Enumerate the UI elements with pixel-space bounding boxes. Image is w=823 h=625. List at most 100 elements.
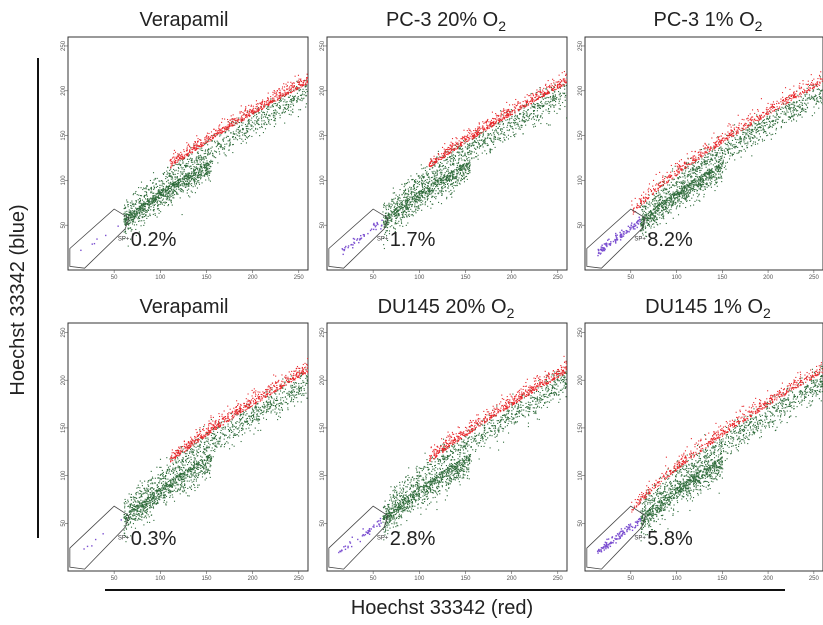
event-point-upper — [183, 156, 185, 158]
event-point-main — [456, 169, 458, 171]
panel-title: PC-3 1% O2 — [654, 9, 763, 34]
event-point-upper — [216, 134, 218, 136]
event-point-main — [160, 180, 163, 182]
event-point-main — [160, 202, 162, 204]
event-point-upper — [447, 152, 449, 154]
event-point-main — [526, 112, 528, 114]
event-point-main — [511, 115, 513, 118]
event-point-main — [697, 176, 699, 178]
event-point-main — [192, 177, 194, 180]
event-point-main — [447, 157, 449, 159]
event-point-main — [251, 124, 253, 126]
event-point-main — [206, 168, 208, 170]
event-point-main — [503, 132, 505, 134]
sp-gate — [328, 208, 389, 269]
panel-title-main: PC-3 1% O — [654, 9, 755, 31]
event-point-main — [426, 174, 428, 176]
event-point-main — [403, 205, 405, 207]
event-point-main — [208, 164, 210, 166]
event-point-upper — [535, 93, 537, 95]
event-point-main — [446, 198, 448, 200]
event-point-main — [474, 141, 476, 143]
event-point-main — [401, 202, 403, 204]
event-point-main — [434, 183, 437, 185]
event-point-upper — [197, 145, 199, 147]
event-point-main — [239, 137, 241, 139]
event-point-main — [431, 195, 433, 197]
event-point-main — [197, 156, 199, 158]
event-point-upper — [507, 114, 510, 116]
event-point-main — [137, 212, 139, 214]
event-point-upper — [230, 119, 232, 121]
event-point-main — [170, 176, 172, 178]
event-point-main — [399, 207, 401, 209]
event-point-upper — [477, 131, 479, 133]
event-point-main — [180, 163, 182, 166]
event-point-main — [199, 173, 201, 176]
event-point-main — [140, 225, 142, 227]
event-point-upper — [186, 146, 188, 148]
event-point-upper — [486, 120, 488, 122]
event-point-main — [275, 123, 277, 125]
event-point-main — [210, 170, 212, 172]
event-point-main — [257, 112, 260, 114]
event-point-main — [539, 116, 541, 118]
event-point-main — [142, 210, 144, 212]
event-point-main — [549, 95, 552, 98]
event-point-main — [207, 167, 209, 169]
event-point-main — [284, 111, 286, 113]
event-point-upper — [189, 146, 191, 148]
event-point-upper — [562, 84, 564, 86]
event-point-main — [507, 119, 509, 121]
event-point-main — [150, 188, 153, 190]
event-point-upper — [563, 84, 565, 86]
event-point-main — [530, 92, 532, 95]
event-point-main — [475, 156, 477, 158]
event-point-main — [407, 214, 409, 216]
event-point-upper — [482, 121, 484, 123]
event-point-main — [279, 107, 281, 109]
event-point-main — [254, 111, 256, 113]
event-point-upper — [530, 103, 532, 105]
event-point-main — [435, 186, 437, 188]
event-point-main — [197, 151, 199, 153]
event-point-main — [478, 144, 480, 146]
event-point-main — [403, 196, 405, 198]
event-point-main — [165, 185, 168, 187]
event-point-upper — [216, 131, 218, 133]
event-point-upper — [563, 70, 565, 73]
event-point-upper — [235, 120, 237, 122]
event-point-upper — [232, 124, 234, 127]
event-point-main — [467, 167, 469, 169]
event-point-upper — [175, 158, 177, 160]
event-point-main — [420, 189, 422, 191]
event-point-main — [440, 174, 442, 176]
event-point-upper — [536, 93, 538, 95]
event-point-main — [286, 103, 288, 105]
event-point-main — [464, 160, 466, 162]
event-point-main — [455, 175, 457, 178]
event-point-main — [217, 148, 220, 150]
event-point-main — [203, 164, 206, 166]
event-point-main — [154, 178, 156, 180]
event-point-main — [514, 111, 516, 113]
event-point-main — [415, 201, 417, 203]
event-point-main — [439, 165, 441, 168]
event-point-main — [209, 153, 211, 155]
event-point-main — [461, 151, 463, 153]
event-point-main — [127, 201, 129, 203]
event-point-main — [441, 194, 443, 196]
event-point-main — [191, 175, 193, 177]
event-point-main — [540, 101, 542, 103]
event-point-main — [711, 175, 713, 177]
event-point-main — [130, 207, 132, 209]
event-point-main — [473, 147, 476, 149]
event-point-main — [457, 168, 459, 170]
event-point-main — [449, 156, 451, 158]
event-point-upper — [438, 154, 440, 156]
event-point-main — [220, 144, 222, 146]
event-point-upper — [276, 99, 279, 101]
event-point-main — [387, 219, 389, 221]
event-point-main — [287, 109, 290, 111]
event-point-main — [278, 112, 280, 115]
